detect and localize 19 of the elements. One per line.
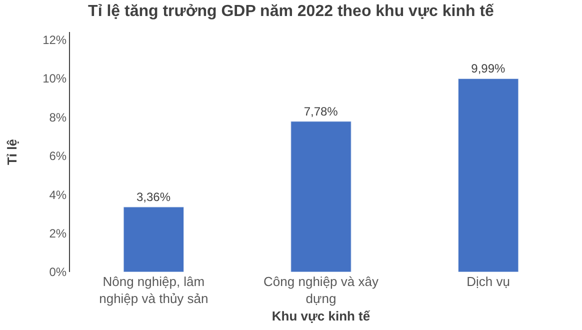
- y-tick-label: 10%: [42, 72, 67, 86]
- y-axis-title: Tỉ lệ: [4, 138, 20, 166]
- y-tick-label: 4%: [49, 188, 67, 202]
- bar: [290, 121, 352, 272]
- x-axis-title: Khu vực kinh tế: [272, 308, 371, 324]
- data-label: 3,36%: [136, 190, 171, 204]
- y-tick-label: 12%: [42, 32, 67, 47]
- x-tick-label: Nông nghiệp, lâm nghiệp và thủy sản: [99, 274, 208, 306]
- data-label: 7,78%: [304, 104, 338, 118]
- bar: [123, 206, 184, 272]
- x-tick-label: Công nghiệp và xây dựng: [264, 274, 379, 306]
- y-tick-label: 8%: [49, 110, 67, 124]
- chart-title: Tỉ lệ tăng trưởng GDP năm 2022 theo khu vực kinh tế: [88, 3, 494, 20]
- y-tick-label: 2%: [49, 226, 67, 240]
- y-tick-label: 0%: [49, 265, 67, 280]
- bar: [458, 78, 519, 272]
- data-label: 9,99%: [471, 62, 506, 76]
- x-tick-label: Dịch vụ: [466, 274, 510, 289]
- y-tick-label: 6%: [49, 149, 67, 164]
